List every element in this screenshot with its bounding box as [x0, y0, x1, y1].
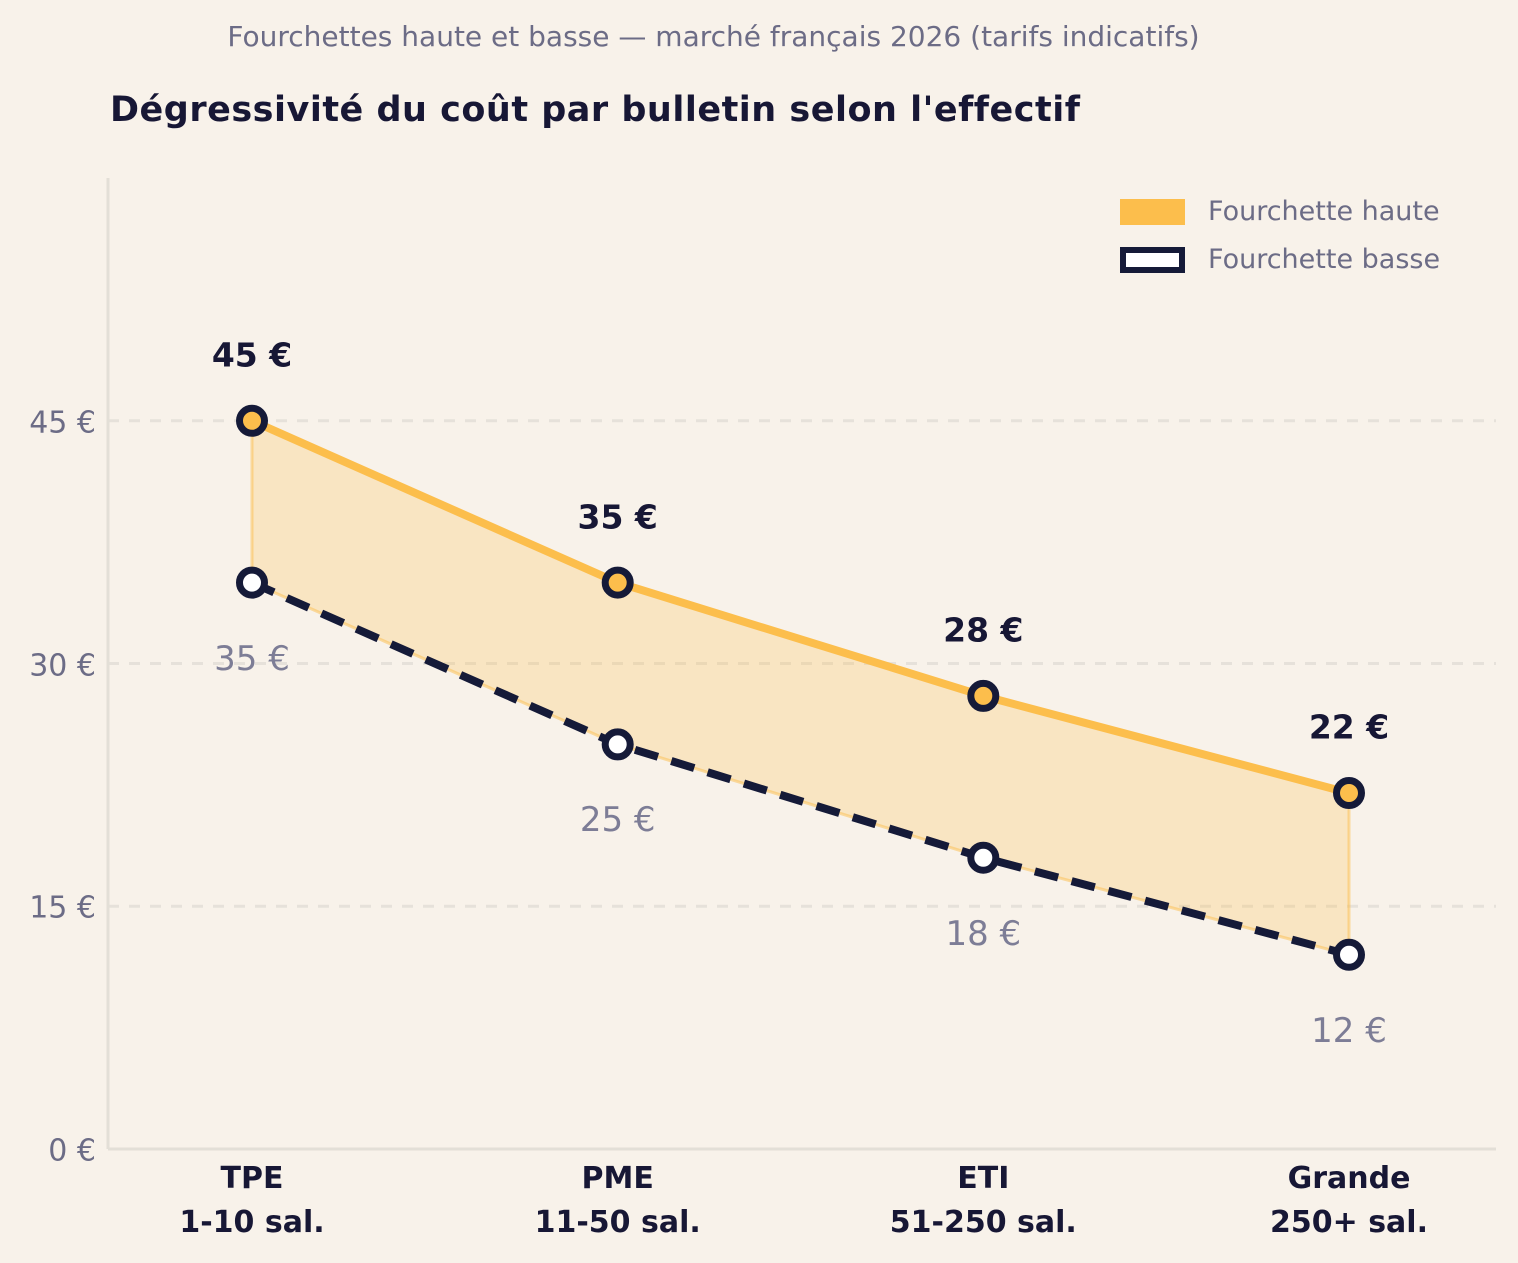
basse-line — [250, 578, 1351, 959]
haute-marker — [1333, 777, 1365, 809]
haute-line — [248, 416, 1353, 797]
legend-item-basse: Fourchette basse — [1120, 244, 1440, 275]
legend-item-haute: Fourchette haute — [1120, 196, 1440, 227]
basse-marker — [236, 566, 268, 599]
haute-marker — [967, 679, 1000, 712]
chart-subtitle: Fourchettes haute et basse — marché fran… — [227, 20, 1200, 53]
basse-marker — [601, 728, 634, 761]
legend-label-basse: Fourchette basse — [1208, 244, 1441, 275]
legend-label-haute: Fourchette haute — [1208, 196, 1440, 227]
basse-swatch-icon — [1120, 246, 1185, 273]
range-band-fill — [250, 419, 1351, 957]
haute-swatch-icon — [1120, 198, 1185, 225]
haute-marker — [236, 404, 268, 437]
basse-marker — [1333, 938, 1365, 971]
haute-marker — [601, 566, 634, 599]
chart-title: Dégressivité du coût par bulletin selon … — [110, 90, 1081, 130]
chart-legend: Fourchette haute Fourchette basse — [1120, 196, 1440, 275]
basse-marker — [967, 841, 1000, 874]
